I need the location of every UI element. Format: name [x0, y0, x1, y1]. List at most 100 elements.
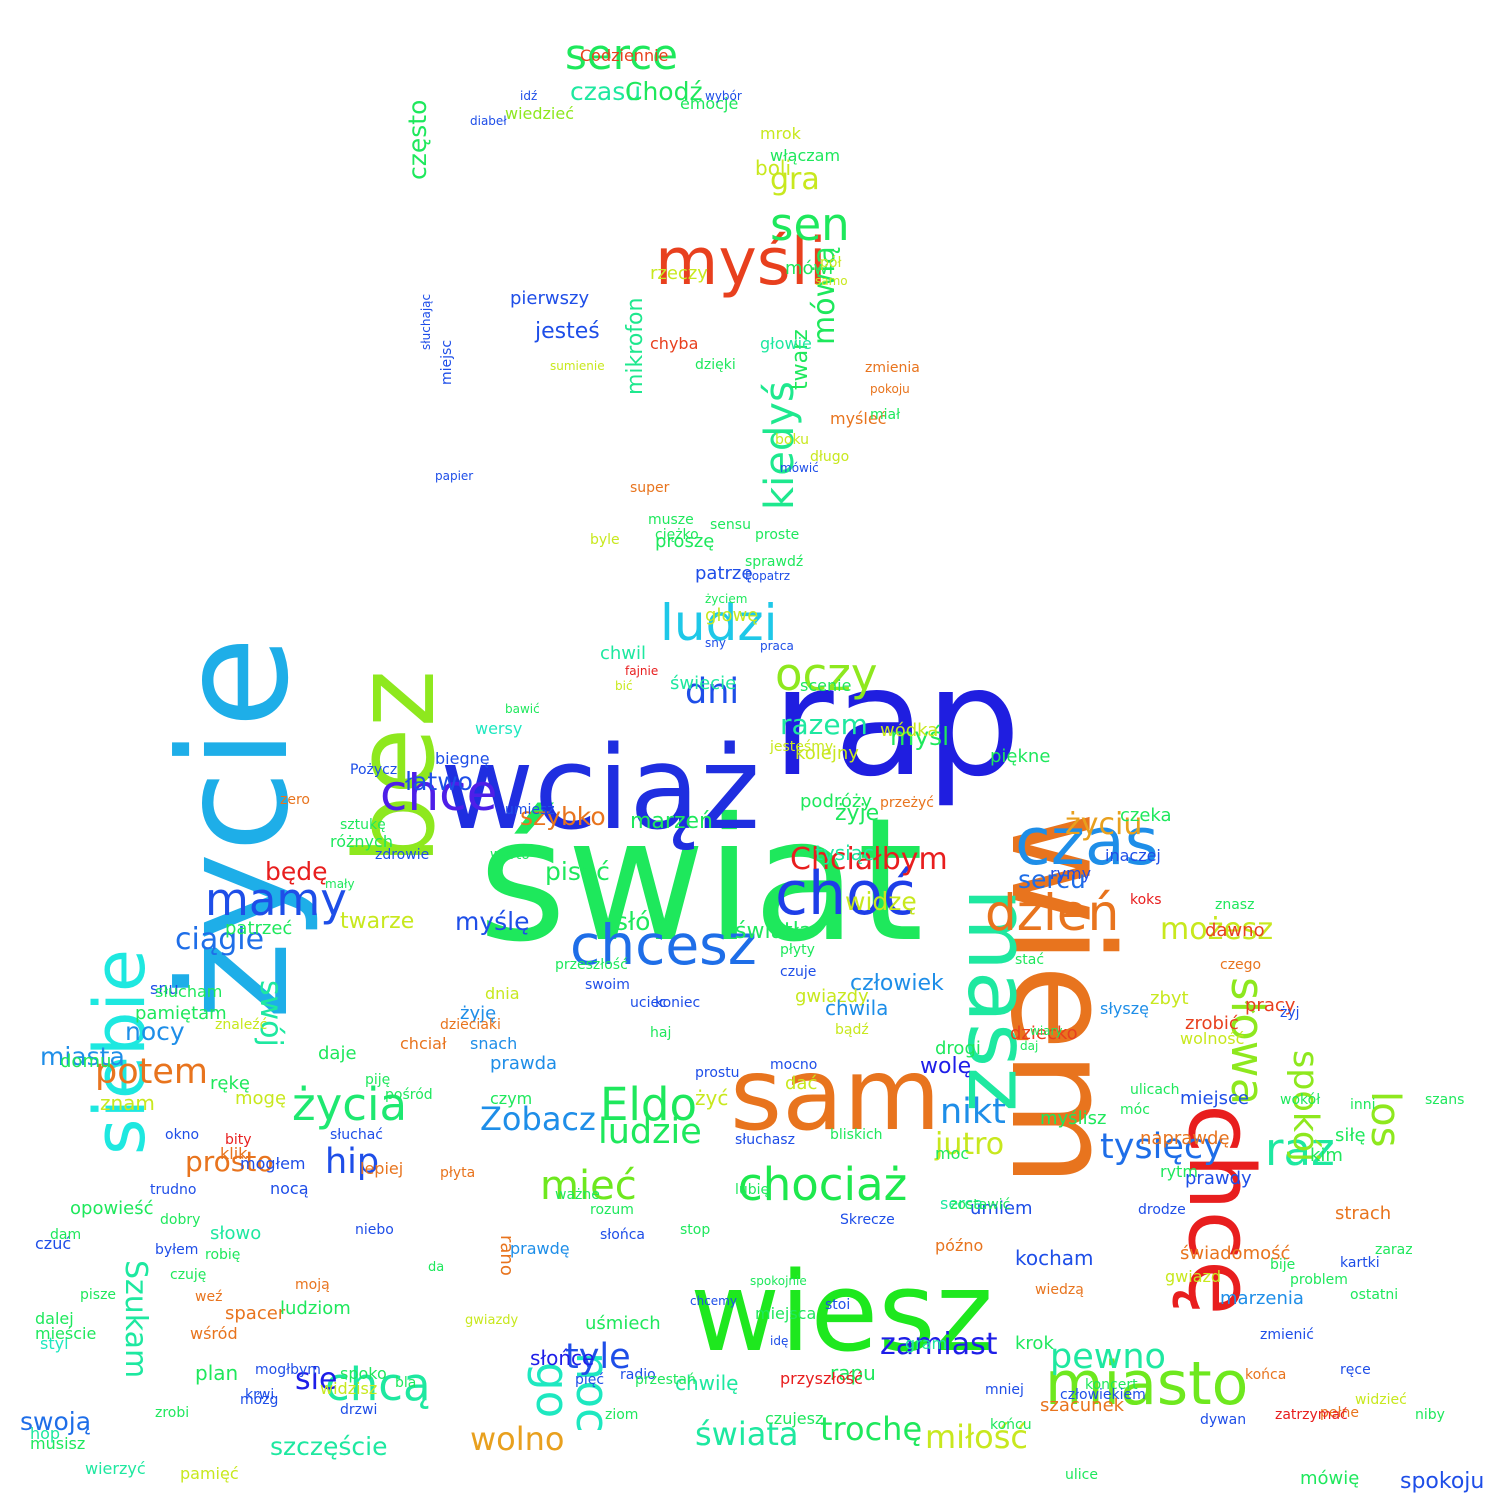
- word-66: szybko: [520, 801, 606, 831]
- word-282: ziom: [605, 1407, 639, 1424]
- word-268: koks: [1130, 892, 1162, 909]
- word-64: myśl: [890, 721, 950, 751]
- word-257: prostu: [695, 1065, 740, 1082]
- word-82: szczęście: [270, 1431, 388, 1461]
- word-311: pisze: [80, 1287, 117, 1304]
- word-186: mieście: [35, 1324, 97, 1344]
- word-281: radio: [620, 1367, 656, 1384]
- word-86: emocje: [680, 94, 739, 114]
- word-18: chce: [380, 763, 498, 822]
- word-259: haj: [650, 1025, 672, 1042]
- word-209: super: [630, 480, 670, 497]
- word-52: życiu: [1065, 806, 1143, 842]
- word-255: pośród: [385, 1087, 433, 1104]
- word-2: rap: [772, 635, 1021, 810]
- word-166: czujesz: [765, 1409, 824, 1429]
- word-25: oczy: [775, 647, 878, 701]
- word-44: hip: [325, 1142, 380, 1183]
- word-146: prawdy: [1185, 1167, 1252, 1189]
- word-150: marzenia: [1220, 1287, 1304, 1309]
- word-280: stoi: [825, 1297, 851, 1314]
- word-47: miłość: [925, 1417, 1028, 1456]
- word-81: prosto: [185, 1145, 274, 1179]
- word-234: dywan: [1200, 1412, 1247, 1429]
- word-173: mogłem: [240, 1154, 306, 1174]
- word-256: mocno: [770, 1057, 818, 1074]
- word-190: przyszłość: [780, 1369, 863, 1389]
- word-313: szans: [1425, 1092, 1465, 1109]
- word-98: chwil: [600, 642, 647, 664]
- word-189: lepiej: [360, 1159, 404, 1179]
- word-40: ludzie: [598, 1112, 702, 1153]
- word-316: gwiazdy: [465, 1312, 519, 1328]
- word-315: da: [428, 1259, 445, 1275]
- word-145: kim: [1310, 1144, 1343, 1166]
- word-88: boli: [755, 156, 792, 180]
- word-94: myśleć: [830, 409, 887, 429]
- word-29: chcą: [325, 1357, 431, 1411]
- word-239: krwi: [245, 1387, 275, 1404]
- word-128: chwilę: [675, 1371, 739, 1395]
- word-21: mamy: [205, 872, 347, 926]
- word-75: pisać: [545, 856, 610, 886]
- word-14: chcesz: [570, 913, 757, 978]
- word-117: zbyt: [1150, 987, 1189, 1009]
- word-285: lubię: [735, 1182, 770, 1199]
- word-124: wolę: [920, 1054, 972, 1080]
- word-231: końca: [1245, 1367, 1287, 1384]
- word-37: pewno: [1050, 1337, 1166, 1378]
- word-27: raz: [1265, 1122, 1335, 1176]
- word-70: słów: [615, 906, 671, 936]
- word-126: dać: [785, 1072, 818, 1094]
- word-309: bity: [225, 1132, 252, 1149]
- word-170: ludziom: [280, 1297, 351, 1319]
- word-223: wiary: [1030, 1023, 1063, 1038]
- word-172: spoko: [340, 1364, 387, 1384]
- word-132: słowo: [210, 1222, 262, 1244]
- word-90: rzeczy: [650, 262, 708, 284]
- word-56: często: [403, 99, 432, 180]
- word-16: miasto: [1045, 1349, 1249, 1419]
- word-149: gwiazd: [1165, 1267, 1222, 1287]
- word-120: słyszę: [1100, 999, 1149, 1019]
- word-158: późno: [935, 1236, 984, 1256]
- word-264: płyty: [780, 942, 815, 959]
- word-294: człowiekiem: [1060, 1387, 1146, 1404]
- word-136: znam: [100, 1091, 155, 1115]
- word-178: klik: [220, 1144, 248, 1164]
- word-254: dzieciaki: [440, 1017, 501, 1034]
- word-262: przeszłość: [555, 957, 628, 974]
- word-224: daj: [1020, 1038, 1039, 1053]
- word-148: świadomość: [1180, 1242, 1291, 1264]
- word-266: stać: [1015, 952, 1045, 969]
- word-226: wokół: [1280, 1092, 1321, 1109]
- word-1: świat: [478, 781, 924, 980]
- word-310: mózg: [240, 1392, 279, 1409]
- word-287: ważne: [555, 1187, 600, 1204]
- word-137: opowieść: [70, 1197, 154, 1219]
- word-5: wciąż: [440, 722, 761, 857]
- word-246: słuchać: [330, 1127, 383, 1144]
- word-39: Zobacz: [480, 1099, 596, 1138]
- word-252: weź: [195, 1289, 223, 1306]
- word-195: diabeł: [470, 113, 507, 128]
- word-185: czuć: [35, 1234, 72, 1254]
- word-76: światła: [735, 919, 813, 945]
- word-305: spokojnie: [750, 1273, 807, 1288]
- word-253: znaleźć: [215, 1017, 268, 1034]
- word-180: wierzyć: [85, 1459, 146, 1479]
- word-292: Skrecze: [840, 1212, 895, 1229]
- word-152: miejsce: [1180, 1087, 1249, 1109]
- word-155: szacunek: [1040, 1394, 1125, 1416]
- word-225: żyj: [1280, 1005, 1300, 1022]
- word-198: sumienie: [550, 358, 605, 373]
- word-184: dalej: [35, 1309, 74, 1329]
- word-84: swoją: [20, 1406, 92, 1436]
- word-207: mówić: [780, 460, 819, 475]
- word-290: słuchasz: [735, 1132, 795, 1149]
- word-265: bądź: [835, 1022, 869, 1039]
- word-72: sercu: [1018, 864, 1086, 894]
- word-50: nikt: [940, 1092, 1006, 1133]
- word-79: miasta: [40, 1041, 125, 1071]
